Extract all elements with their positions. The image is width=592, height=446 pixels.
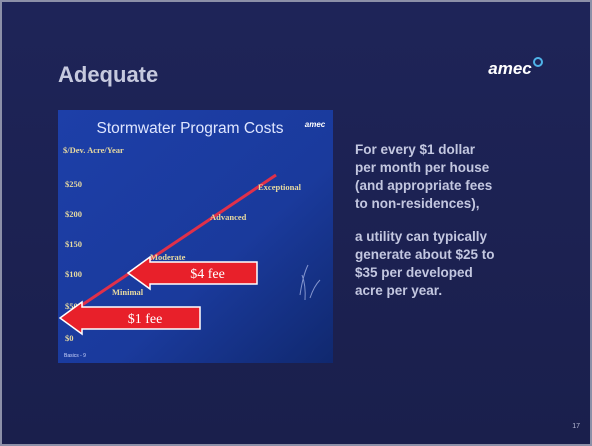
tick-label: $50 (65, 301, 78, 311)
fee-label: $4 fee (190, 267, 225, 282)
level-label: Minimal (112, 287, 144, 297)
body-line: For every $1 dollar (355, 142, 476, 157)
slide-title: Adequate (58, 62, 158, 87)
body-line: generate about $25 to (355, 247, 495, 262)
body-line: $35 per developed (355, 265, 473, 280)
footnote: Basics - 9 (64, 353, 86, 359)
body-line: acre per year. (355, 283, 442, 298)
logo-mark (533, 57, 543, 67)
decoration (299, 264, 321, 301)
tick-label: $200 (65, 209, 82, 219)
level-label: Advanced (210, 212, 247, 222)
fee-label: $1 fee (128, 312, 163, 327)
page-number: 17 (572, 423, 580, 430)
chart-image: Stormwater Program Costs amec $/Dev. Acr… (58, 110, 333, 363)
tick-label: $100 (65, 269, 82, 279)
fee-arrow (126, 255, 258, 291)
logo: amec (488, 59, 532, 78)
tick-label: $0 (65, 333, 74, 343)
chart-logo: amec (305, 120, 326, 129)
tick-label: $150 (65, 239, 82, 249)
body-line: a utility can typically (355, 229, 488, 244)
level-label: Moderate (150, 252, 186, 262)
body-line: (and appropriate fees (355, 178, 492, 193)
cost-line (69, 173, 277, 315)
level-label: Exceptional (258, 182, 302, 192)
chart-title: Stormwater Program Costs (97, 120, 284, 137)
fee-arrow (58, 300, 201, 336)
body-line: per month per house (355, 160, 490, 175)
axis-label: $/Dev. Acre/Year (63, 145, 124, 155)
body-line: to non-residences), (355, 196, 480, 211)
tick-label: $250 (65, 179, 82, 189)
